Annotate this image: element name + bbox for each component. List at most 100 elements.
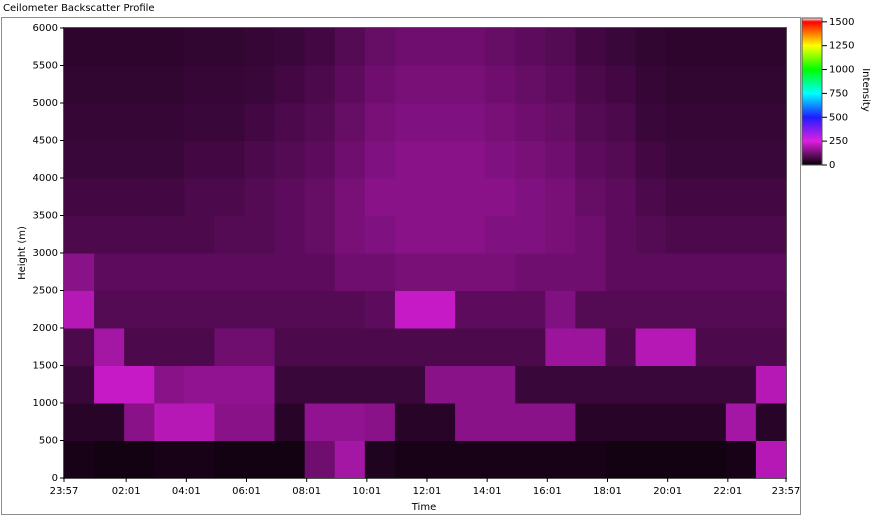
- heat-cell: [94, 28, 125, 66]
- heat-cell: [94, 328, 125, 366]
- heat-cell: [184, 440, 215, 479]
- heat-cell: [244, 403, 276, 441]
- heat-cell: [545, 440, 576, 479]
- heat-cell: [755, 65, 787, 104]
- heat-cell: [364, 290, 396, 329]
- heat-cell: [575, 290, 606, 329]
- heat-cell: [94, 140, 125, 179]
- x-tick-label: 16:01: [533, 486, 562, 497]
- x-tick-label: 18:01: [593, 486, 622, 497]
- heat-cell: [665, 440, 697, 479]
- heat-cell: [665, 28, 697, 66]
- heat-cell: [425, 28, 456, 66]
- heat-cell: [575, 403, 606, 441]
- heat-cell: [635, 365, 667, 404]
- heat-cell: [515, 178, 546, 216]
- heat-cell: [515, 140, 546, 179]
- heat-cell: [455, 290, 486, 329]
- heat-cell: [725, 103, 757, 141]
- heat-cell: [274, 178, 306, 216]
- heat-cell: [184, 140, 215, 179]
- heat-cell: [485, 140, 516, 179]
- chart-title: Ceilometer Backscatter Profile: [3, 3, 155, 14]
- heat-cell: [124, 290, 155, 329]
- heat-cell: [575, 215, 606, 254]
- heat-cell: [364, 140, 396, 179]
- heat-cell: [94, 65, 125, 104]
- heat-cell: [184, 328, 215, 366]
- heat-cell: [154, 28, 185, 66]
- heat-cell: [184, 178, 215, 216]
- heat-cell: [304, 440, 336, 479]
- heat-cell: [214, 328, 245, 366]
- heat-cell: [334, 328, 366, 366]
- heat-cell: [94, 103, 125, 141]
- heat-cell: [575, 365, 606, 404]
- y-axis-label: Height (m): [17, 226, 28, 280]
- heat-cell: [725, 178, 757, 216]
- x-tick-label: 08:01: [292, 486, 321, 497]
- heat-cell: [485, 290, 516, 329]
- heat-cell: [304, 65, 336, 104]
- heat-cell: [575, 253, 606, 291]
- heat-cell: [154, 140, 185, 179]
- heat-cell: [545, 328, 576, 366]
- heat-cell: [755, 215, 787, 254]
- heat-cell: [485, 440, 516, 479]
- heat-cell: [455, 365, 486, 404]
- heat-cell: [485, 328, 516, 366]
- heat-cell: [64, 178, 95, 216]
- heat-cell: [244, 28, 276, 66]
- heat-cell: [545, 365, 576, 404]
- heat-cell: [695, 403, 727, 441]
- heat-cell: [605, 253, 637, 291]
- heat-cell: [575, 103, 606, 141]
- colorbar: [801, 17, 823, 166]
- x-tick-label: 14:01: [473, 486, 502, 497]
- heat-cell: [364, 253, 396, 291]
- heat-cell: [64, 290, 95, 329]
- heat-cell: [605, 65, 637, 104]
- y-tick-label: 6000: [33, 23, 58, 34]
- heat-cell: [394, 290, 426, 329]
- heat-cell: [154, 253, 185, 291]
- heat-cell: [394, 103, 426, 141]
- heat-cell: [635, 290, 667, 329]
- heat-cell: [394, 28, 426, 66]
- heat-cell: [154, 178, 185, 216]
- x-tick-label: 23:57: [50, 486, 79, 497]
- heat-cell: [485, 253, 516, 291]
- heat-cell: [515, 440, 546, 479]
- heat-cell: [244, 290, 276, 329]
- heat-cell: [124, 140, 155, 179]
- heat-cell: [695, 328, 727, 366]
- heat-cell: [334, 178, 366, 216]
- colorbar-tick-label: 1500: [829, 17, 854, 28]
- heat-cell: [425, 290, 456, 329]
- heat-cell: [244, 178, 276, 216]
- heat-cell: [665, 403, 697, 441]
- heat-cell: [154, 290, 185, 329]
- heat-cell: [64, 253, 95, 291]
- heat-cell: [154, 65, 185, 104]
- heat-cell: [635, 28, 667, 66]
- heat-cell: [725, 403, 757, 441]
- heat-cell: [364, 103, 396, 141]
- heat-cell: [755, 290, 787, 329]
- colorbar-tick-label: 1000: [829, 65, 854, 76]
- heat-cell: [605, 103, 637, 141]
- heat-cell: [605, 365, 637, 404]
- heat-cell: [274, 65, 306, 104]
- heat-cell: [274, 103, 306, 141]
- heat-cell: [154, 328, 185, 366]
- y-tick-label: 500: [39, 436, 58, 447]
- heat-cell: [334, 440, 366, 479]
- heat-cell: [755, 140, 787, 179]
- heat-cell: [485, 65, 516, 104]
- heat-cell: [695, 65, 727, 104]
- heat-cell: [455, 65, 486, 104]
- heat-cell: [665, 178, 697, 216]
- heat-cell: [394, 253, 426, 291]
- heat-cell: [334, 103, 366, 141]
- heat-cell: [605, 440, 637, 479]
